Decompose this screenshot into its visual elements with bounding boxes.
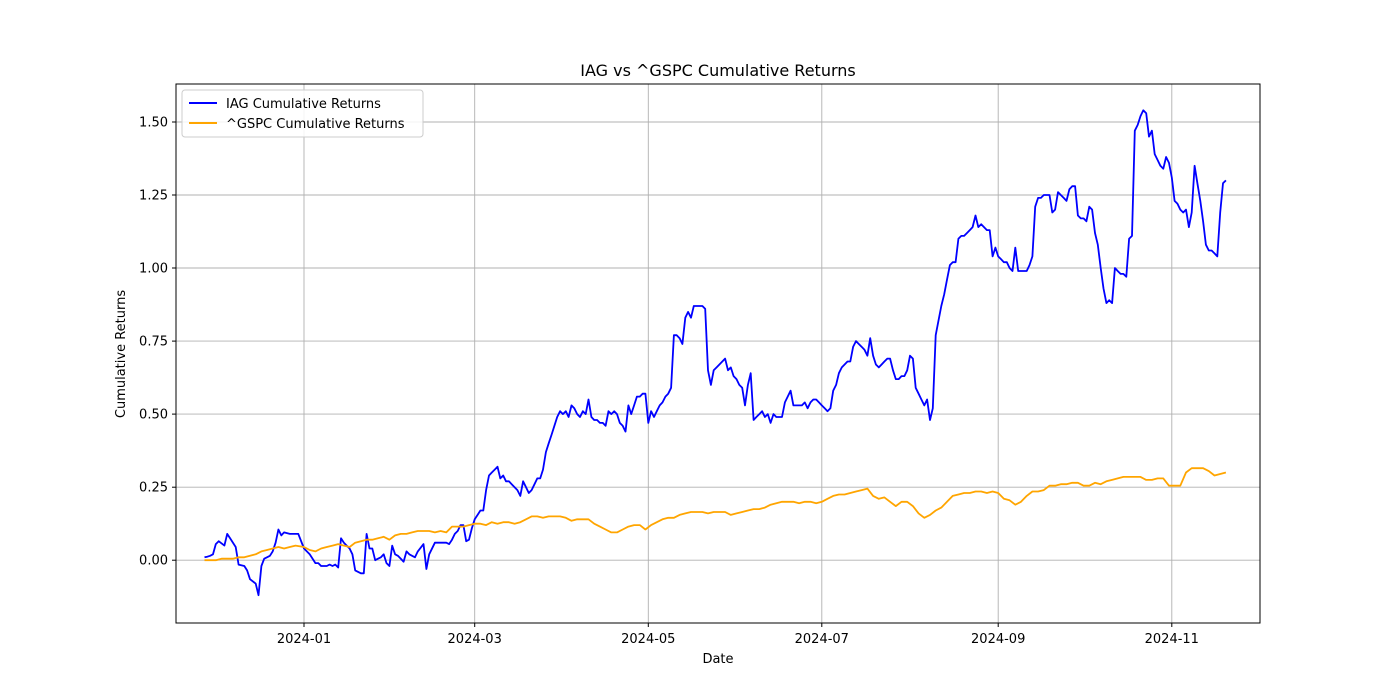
y-tick-label: 0.25: [139, 481, 168, 496]
x-tick-label: 2024-11: [1145, 632, 1199, 647]
legend-label-gspc: ^GSPC Cumulative Returns: [226, 117, 405, 132]
legend-box: [181, 89, 424, 138]
x-tick-label: 2024-07: [795, 632, 849, 647]
x-tick-label: 2024-01: [277, 632, 331, 647]
series-line-gspc: [204, 467, 1227, 562]
grid-layer: [176, 84, 1260, 623]
y-tick-label: 1.50: [139, 116, 168, 131]
y-tick-label: 1.25: [139, 189, 168, 204]
plot-frame: [175, 83, 1261, 624]
legend: IAG Cumulative Returns ^GSPC Cumulative …: [181, 89, 424, 138]
y-tick-label: 0.50: [139, 408, 168, 423]
y-axis-label: Cumulative Returns: [114, 290, 129, 418]
chart-title: IAG vs ^GSPC Cumulative Returns: [580, 61, 855, 80]
y-tick-label: 0.00: [139, 554, 168, 569]
legend-label-iag: IAG Cumulative Returns: [226, 97, 381, 112]
y-tick-label: 0.75: [139, 335, 168, 350]
series-layer: [204, 109, 1227, 597]
x-axis-label: Date: [702, 652, 733, 667]
ticks-layer: 2024-01 2024-03 2024-05 2024-07 2024-09 2024-…: [139, 116, 1199, 648]
x-tick-label: 2024-03: [448, 632, 502, 647]
series-line-iag: [204, 109, 1227, 597]
x-tick-label: 2024-05: [621, 632, 675, 647]
x-tick-label: 2024-09: [971, 632, 1025, 647]
y-tick-label: 1.00: [139, 262, 168, 277]
